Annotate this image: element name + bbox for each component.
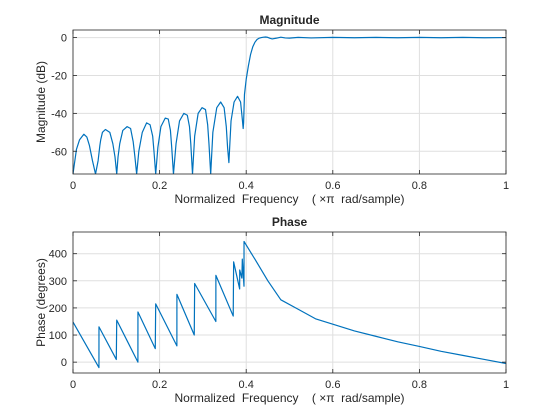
magnitude-title: Magnitude [260, 13, 320, 27]
magnitude-x-tick-label: 0 [70, 180, 76, 192]
phase-y-tick-label: 300 [49, 276, 67, 288]
magnitude-y-tick-label: 0 [61, 33, 67, 45]
magnitude-ticks: 0 0.2 0.4 0.6 0.8 1 0 -20 -40 -60 [51, 30, 509, 192]
phase-axes: 0 0.2 0.4 0.6 0.8 1 0 100 200 300 400 Phase Normal… [34, 215, 509, 405]
phase-title: Phase [272, 215, 308, 229]
phase-x-tick-label: 0.8 [412, 379, 427, 391]
phase-ticks: 0 0.2 0.4 0.6 0.8 1 0 100 200 300 400 [49, 232, 509, 391]
phase-x-tick-label: 0.6 [325, 379, 340, 391]
magnitude-x-tick-label: 0.2 [152, 180, 167, 192]
magnitude-y-tick-label: -20 [51, 70, 67, 82]
phase-y-tick-label: 0 [61, 357, 67, 369]
phase-x-axis-label: Normalized Frequency ( ×π rad/sample) [174, 391, 404, 405]
phase-grid [72, 232, 507, 373]
phase-x-tick-label: 0.4 [239, 379, 254, 391]
magnitude-x-tick-label: 0.6 [325, 180, 340, 192]
magnitude-plot-area [73, 30, 506, 174]
phase-y-tick-label: 200 [49, 303, 67, 315]
magnitude-x-tick-label: 0.8 [412, 180, 427, 192]
phase-y-axis-label: Phase (degrees) [34, 258, 48, 347]
phase-series [73, 240, 506, 369]
phase-y-tick-label: 400 [49, 249, 67, 261]
phase-x-tick-label: 0.2 [152, 379, 167, 391]
phase-x-tick-label: 1 [503, 379, 509, 391]
phase-x-tick-label: 0 [70, 379, 76, 391]
magnitude-x-tick-label: 0.4 [239, 180, 254, 192]
magnitude-series [73, 36, 506, 174]
magnitude-axes: 0 0.2 0.4 0.6 0.8 1 0 -20 -40 -60 Magnitude Norma… [34, 13, 509, 206]
phase-y-tick-label: 100 [49, 330, 67, 342]
magnitude-y-axis-label: Magnitude (dB) [34, 61, 48, 143]
magnitude-y-tick-label: -60 [51, 146, 67, 158]
magnitude-x-axis-label: Normalized Frequency ( ×π rad/sample) [174, 192, 404, 206]
magnitude-axes-frame [72, 29, 507, 175]
phase-line [73, 240, 506, 369]
magnitude-x-tick-label: 1 [503, 180, 509, 192]
phase-axes-frame [72, 231, 507, 374]
magnitude-line [73, 36, 506, 174]
magnitude-y-tick-label: -40 [51, 108, 67, 120]
